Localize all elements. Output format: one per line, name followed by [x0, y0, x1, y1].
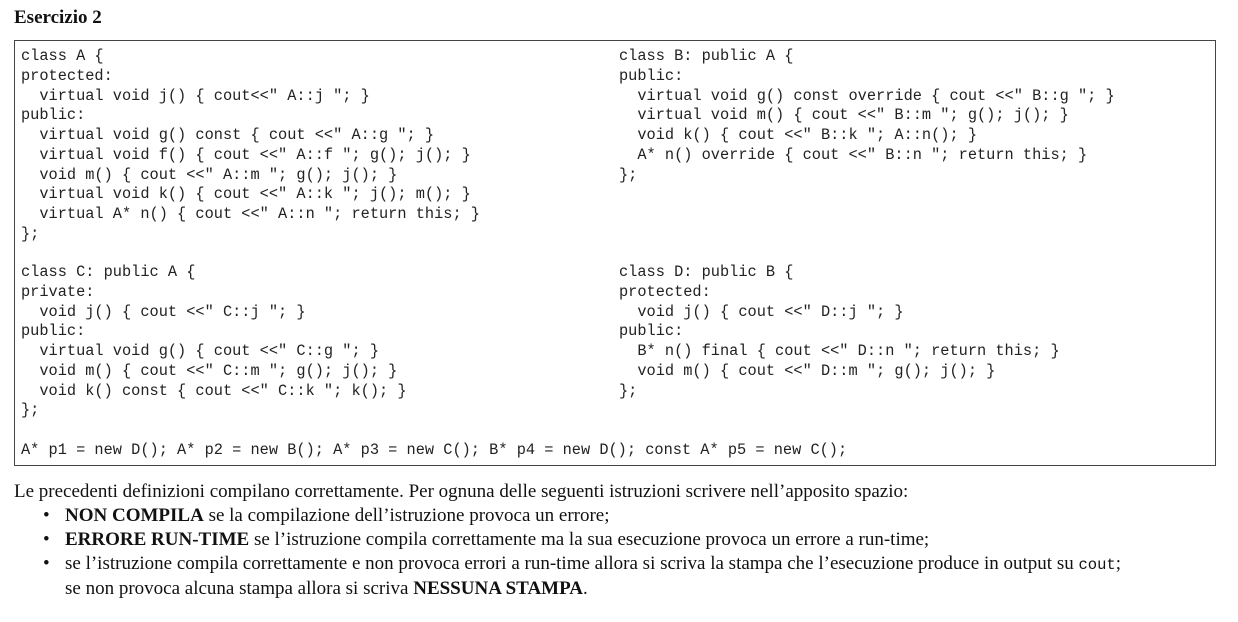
bullet1-text: se la compilazione dell’istruzione provo… [203, 505, 610, 526]
code-line: virtual void m() { cout <<" B::m "; g();… [619, 106, 1069, 125]
class-d-definition: class D: public B {protected: void j() {… [619, 263, 1060, 401]
code-line: public: [619, 66, 684, 85]
code-line: void m() { cout <<" A::m "; g(); j(); } [21, 165, 398, 184]
list-item: • se l’istruzione compila correttamente e… [14, 552, 1229, 601]
code-line: void m() { cout <<" D::m "; g(); j(); } [619, 361, 996, 380]
code-line: class D: public B { [619, 263, 794, 281]
code-line: A* p1 = new D(); A* p2 = new B(); A* p3 … [21, 441, 848, 459]
code-line: class B: public A { [619, 47, 794, 65]
keyword-nessuna-stampa: NESSUNA STAMPA [413, 578, 584, 599]
code-line: public: [619, 322, 684, 341]
instructions: Le precedenti definizioni compilano corr… [14, 480, 1229, 601]
code-line: virtual void k() { cout <<" A::k "; j();… [21, 185, 471, 204]
code-line: private: [21, 282, 95, 301]
keyword-non-compila: NON COMPILA [65, 505, 204, 526]
code-line: virtual void g() const { cout <<" A::g "… [21, 126, 435, 144]
code-line: protected: [619, 282, 711, 301]
code-line: public: [21, 322, 86, 341]
code-line: virtual void g() { cout <<" C::g "; } [21, 342, 380, 360]
code-line: B* n() final { cout <<" D::n "; return t… [619, 342, 1060, 360]
keyword-errore-run-time: ERRORE RUN-TIME [65, 529, 250, 550]
code-line: class A { [21, 47, 104, 65]
bullet-icon: • [43, 505, 50, 526]
code-line: void k() { cout <<" B::k "; A::n(); } [619, 126, 978, 144]
code-line: virtual void g() const override { cout <… [619, 86, 1115, 105]
code-line: public: [21, 106, 86, 125]
code-line: virtual A* n() { cout <<" A::n "; return… [21, 205, 480, 223]
code-line: }; [21, 224, 40, 243]
bullet3-text-second-line: se non provoca alcuna stampa allora si s… [65, 578, 414, 599]
bullet-icon: • [43, 529, 50, 550]
bullet3-text-semicolon: ; [1115, 553, 1121, 574]
code-line: }; [619, 165, 638, 184]
instructions-intro: Le precedenti definizioni compilano corr… [14, 481, 909, 502]
code-line: virtual void j() { cout<<" A::j "; } [21, 86, 370, 105]
class-c-definition: class C: public A {private: void j() { c… [21, 263, 407, 421]
code-line: void j() { cout <<" C::j "; } [21, 302, 306, 321]
class-b-definition: class B: public A {public: virtual void … [619, 47, 1115, 185]
pointer-declarations: A* p1 = new D(); A* p2 = new B(); A* p3 … [21, 441, 847, 461]
instructions-list: • NON COMPILA se la compilazione dell’ist… [14, 504, 1229, 601]
code-line: void k() const { cout <<" C::k "; k(); } [21, 381, 407, 400]
code-line: class C: public A { [21, 263, 196, 281]
code-line: void m() { cout <<" C::m "; g(); j(); } [21, 361, 398, 380]
code-line: protected: [21, 66, 113, 85]
list-item: • ERRORE RUN-TIME se l’istruzione compila… [14, 528, 1229, 552]
code-line: A* n() override { cout <<" B::n "; retur… [619, 145, 1088, 164]
code-box: class A {protected: virtual void j() { c… [14, 40, 1216, 466]
bullet3-text-period: . [583, 578, 588, 599]
code-line: virtual void f() { cout <<" A::f "; g();… [21, 145, 471, 164]
bullet3-text: se l’istruzione compila correttamente e … [65, 553, 1079, 574]
exercise-title: Esercizio 2 [14, 7, 102, 28]
code-line: void j() { cout <<" D::j "; } [619, 302, 904, 321]
list-item: • NON COMPILA se la compilazione dell’ist… [14, 504, 1229, 528]
code-line: }; [21, 401, 40, 420]
code-line: }; [619, 381, 638, 400]
class-a-definition: class A {protected: virtual void j() { c… [21, 47, 480, 245]
bullet2-text: se l’istruzione compila correttamente ma… [249, 529, 930, 550]
bullet-icon: • [43, 553, 50, 574]
inline-code-cout: cout [1078, 556, 1116, 574]
